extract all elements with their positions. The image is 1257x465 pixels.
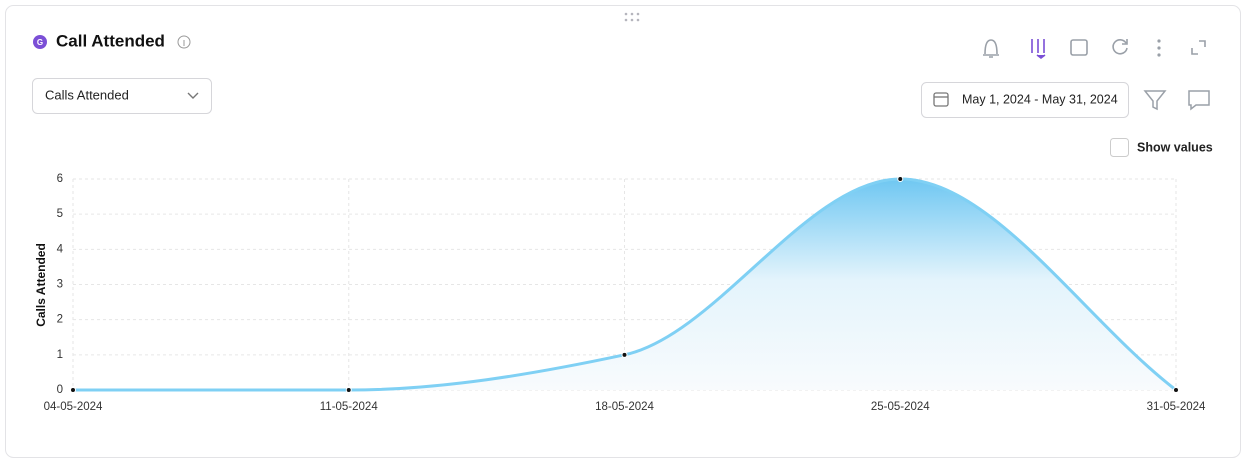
date-picker[interactable]: [921, 82, 1129, 118]
plot-area: 0 1 2 3 4 5 6 04-05-2024 11-05-2024 18-05-2024 25-…: [44, 173, 1206, 413]
data-point: [345, 387, 352, 393]
ai-icon[interactable]: [1070, 39, 1088, 56]
date-range-text: May 1, 2024 - May 31, 2024: [962, 92, 1118, 106]
x-tick-label: 18-05-2024: [595, 401, 654, 413]
calendar-icon: [933, 92, 949, 107]
brand-icon: G: [33, 35, 47, 49]
select-caret: [187, 92, 199, 99]
y-tick-label: 5: [57, 208, 63, 220]
data-point: [897, 176, 904, 182]
data-point: [621, 351, 628, 358]
line: [73, 177, 1177, 392]
y-tick-label: 2: [57, 314, 63, 326]
more-icon[interactable]: [1157, 39, 1161, 57]
x-tick-label: 31-05-2024: [1147, 401, 1206, 413]
x-tick-label: 04-05-2024: [44, 401, 103, 413]
comment-icon[interactable]: [1188, 90, 1210, 111]
expand-icon[interactable]: [1191, 40, 1206, 55]
chart-type-icon[interactable]: [1031, 39, 1045, 53]
metric-select-text: Calls Attended: [45, 87, 129, 102]
show-values-label: Show values: [1137, 140, 1213, 154]
widget-title: Call Attended: [56, 31, 165, 50]
drag-handle[interactable]: [624, 12, 640, 22]
info-icon[interactable]: [177, 35, 191, 49]
filter-icon[interactable]: [1143, 90, 1167, 111]
x-tick-label: 25-05-2024: [871, 401, 930, 413]
chart-type-caret: [1036, 54, 1046, 59]
data-point: [1173, 387, 1179, 393]
refresh-icon[interactable]: [1112, 39, 1128, 55]
y-tick-label: 4: [57, 243, 64, 255]
alert-icon[interactable]: [983, 39, 999, 58]
y-axis-title: Calls Attended: [34, 243, 48, 327]
metric-select[interactable]: [32, 78, 212, 114]
y-tick-label: 3: [57, 279, 63, 291]
svg-text:G: G: [37, 38, 43, 47]
line-area: [73, 179, 1176, 390]
y-tick-label: 0: [57, 384, 63, 396]
show-values-checkbox[interactable]: [1110, 138, 1129, 157]
y-tick-label: 1: [57, 349, 63, 361]
y-tick-label: 6: [57, 173, 63, 185]
data-point: [70, 387, 76, 393]
x-tick-label: 11-05-2024: [320, 401, 379, 413]
